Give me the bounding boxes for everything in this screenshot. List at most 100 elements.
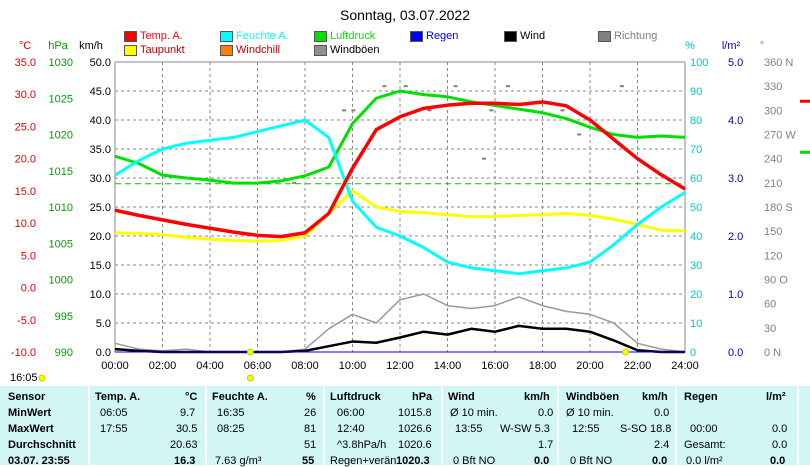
wind-tick: 30.0 [90, 173, 111, 185]
humidity-tick: 80 [690, 115, 702, 127]
legend-swatch [220, 30, 233, 42]
x-tick: 22:00 [624, 360, 652, 372]
humidity-axis-unit: % [685, 40, 695, 52]
regen-max: 0.0 [772, 423, 788, 435]
windboen-avg10-label: Ø 10 min. [566, 407, 614, 419]
row-label-max: MaxWert [8, 423, 54, 435]
feuchte-head: Feuchte A. [212, 391, 268, 403]
temp-max: 30.5 [176, 423, 198, 435]
direction-point [403, 85, 408, 88]
luftdruck-min: 1015.8 [398, 407, 432, 419]
temp-tick: 35.0 [15, 57, 36, 69]
humidity-tick: 10 [690, 318, 702, 330]
legend-label: Regen [426, 30, 459, 42]
wind-bft: 0 Bft NO [453, 455, 496, 467]
wind-tick: 45.0 [90, 86, 111, 98]
direction-point [382, 85, 387, 88]
feuchte-min: 26 [304, 407, 317, 419]
direction-tick: 150 [764, 226, 782, 238]
wind-tick: 35.0 [90, 144, 111, 156]
legend-label: Windchill [236, 44, 281, 56]
direction-tick: 300 [764, 105, 782, 117]
legend-label: Wind [520, 30, 546, 42]
legend-label: Temp. A. [140, 30, 183, 42]
wind-tick: 10.0 [90, 289, 111, 301]
x-tick: 18:00 [529, 360, 557, 372]
row-label-min: MinWert [8, 407, 52, 419]
wind-axis-unit: km/h [79, 40, 103, 52]
pressure-tick: 1020 [49, 130, 73, 142]
stats-table: Sensor MinWert MaxWert Durchschnitt 03.0… [0, 386, 810, 467]
wind-max: W-SW 5.3 [500, 423, 550, 435]
direction-tick: 0 N [764, 347, 781, 359]
legend-swatch [124, 44, 137, 56]
series-temp-a- [114, 100, 686, 239]
temp-tick: -10.0 [11, 347, 36, 359]
feuchte-unit: % [306, 391, 316, 403]
direction-point [560, 109, 565, 112]
regen-current: 0.0 [770, 455, 786, 467]
legend-label: Luftdruck [330, 30, 376, 42]
regen-total-label: Gesamt: [684, 439, 726, 451]
wind-tick: 5.0 [96, 318, 111, 330]
x-tick: 06:00 [244, 360, 272, 372]
direction-point [489, 109, 494, 112]
legend-swatch [598, 30, 611, 42]
series-luftdruck [114, 89, 686, 185]
legend-label: Richtung [614, 30, 658, 42]
legend-item: Taupunkt [124, 44, 185, 58]
direction-tick: 360 N [764, 57, 793, 69]
luftdruck-max: 1026.6 [398, 423, 432, 435]
luftdruck-trend: ^3.8hPa/h [337, 439, 387, 451]
rain-tick: 2.0 [728, 231, 743, 243]
humidity-tick: 90 [690, 86, 702, 98]
temp-tick: 0.0 [21, 283, 36, 295]
x-tick: 20:00 [576, 360, 604, 372]
direction-tick: 60 [764, 299, 776, 311]
pressure-tick: 1005 [49, 238, 73, 250]
luftdruck-unit: hPa [412, 391, 433, 403]
legend-item: Luftdruck [314, 30, 375, 44]
direction-point [342, 109, 346, 112]
regen-head: Regen [684, 391, 718, 403]
luftdruck-min-time: 06:00 [337, 407, 365, 419]
humidity-tick: 30 [690, 260, 702, 272]
humidity-tick: 40 [690, 231, 702, 243]
legend-swatch [314, 44, 327, 56]
sunrise-dot [246, 374, 254, 382]
temp-min: 9.7 [180, 407, 196, 419]
rain-tick: 0.0 [728, 347, 743, 359]
feuchte-max: 81 [304, 423, 317, 435]
wind-tick: 40.0 [90, 115, 111, 127]
direction-tick: 30 [764, 323, 776, 335]
wind-tick: 15.0 [90, 260, 111, 272]
legend-label: Taupunkt [140, 44, 185, 56]
regen-total: 0.0 [772, 439, 788, 451]
wind-tick: 20.0 [90, 231, 111, 243]
x-tick: 12:00 [386, 360, 414, 372]
direction-point [505, 85, 510, 88]
series-feuchte-a- [114, 118, 686, 276]
wind-head: Wind [448, 391, 475, 403]
temp-max-time: 17:55 [100, 423, 128, 435]
time-marker: 16:05 [10, 372, 38, 384]
direction-tick: 270 W [764, 130, 796, 142]
direction-point [292, 181, 297, 184]
humidity-tick: 50 [690, 202, 702, 214]
wind-avg: 1.7 [538, 439, 554, 451]
legend-item: Feuchte A. [220, 30, 289, 44]
legend-swatch [124, 30, 137, 42]
sunset-marker [622, 348, 630, 356]
windboen-unit: km/h [642, 391, 668, 403]
legend-label: Feuchte A. [236, 30, 289, 42]
temp-tick: -5.0 [17, 315, 36, 327]
luftdruck-max-time: 12:40 [337, 423, 365, 435]
temp-tick: 15.0 [15, 186, 36, 198]
windboen-max: S-SO 18.8 [620, 423, 672, 435]
temp-axis-unit: °C [19, 40, 31, 52]
legend-item: Wind [504, 30, 545, 44]
temp-min-time: 06:05 [100, 407, 128, 419]
temp-current: 16.3 [174, 455, 196, 467]
direction-axis-unit: ° [760, 40, 764, 52]
row-label-current: 03.07. 23:55 [8, 455, 70, 467]
